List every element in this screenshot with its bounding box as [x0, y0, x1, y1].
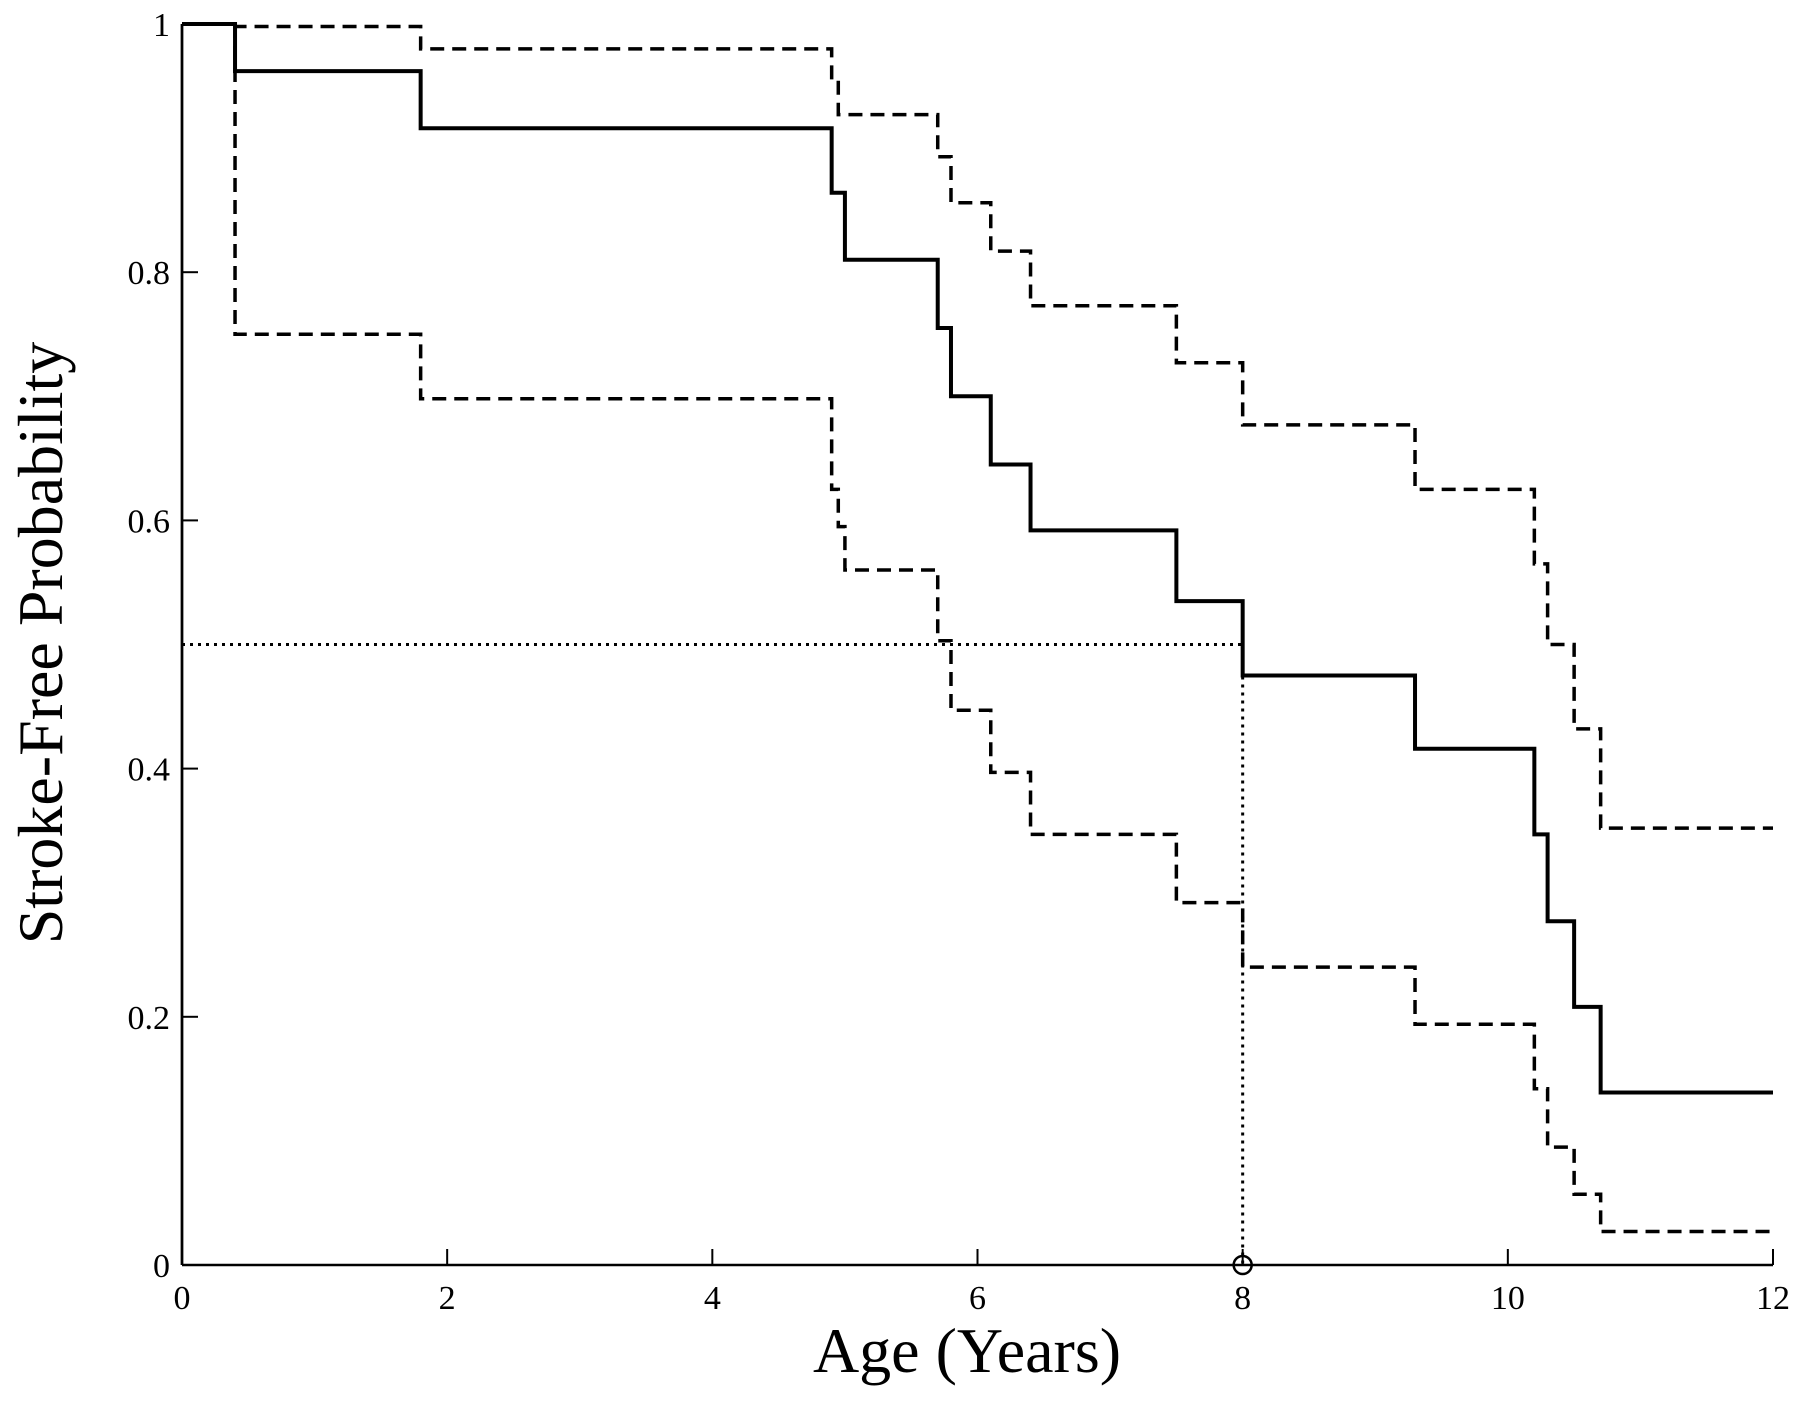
survival-curve	[182, 22, 1773, 1095]
x-tick-label-4: 8	[1234, 1280, 1251, 1317]
x-tick-label-6: 12	[1756, 1280, 1790, 1317]
y-tick-label-4: 0.8	[128, 255, 171, 292]
y-tick-label-5: 1	[153, 7, 170, 44]
x-tick-label-5: 10	[1491, 1280, 1525, 1317]
y-tick-label-0: 0	[153, 1248, 170, 1285]
confidence-bound-1	[233, 24, 1773, 830]
y-tick-label-1: 0.2	[128, 1000, 171, 1037]
y-axis-title: Stroke-Free Probability	[5, 342, 76, 945]
axes: 0 2 4 6 8 10 12 0 0.2 0.4 0.6 0.8 1	[128, 7, 1791, 1317]
x-axis-title: Age (Years)	[813, 1315, 1121, 1386]
x-tick-label-2: 4	[704, 1280, 721, 1317]
y-tick-label-2: 0.4	[128, 752, 171, 789]
x-tick-label-0: 0	[174, 1280, 191, 1317]
y-tick-label-3: 0.6	[128, 503, 171, 540]
plot-area	[180, 22, 1773, 1276]
confidence-bound-2	[233, 24, 1773, 1234]
x-tick-label-1: 2	[439, 1280, 456, 1317]
x-tick-label-3: 6	[969, 1280, 986, 1317]
